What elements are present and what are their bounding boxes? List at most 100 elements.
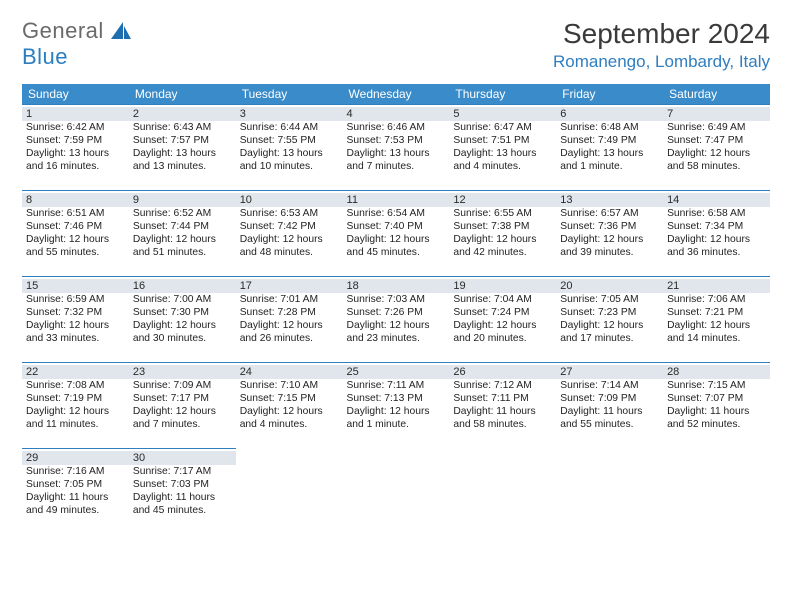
day-details: Sunrise: 7:10 AMSunset: 7:15 PMDaylight:…: [240, 380, 339, 431]
day-number: 22: [22, 365, 129, 379]
day-cell: 14Sunrise: 6:58 AMSunset: 7:34 PMDayligh…: [663, 191, 770, 277]
day-details: Sunrise: 7:11 AMSunset: 7:13 PMDaylight:…: [347, 380, 446, 431]
day-details: Sunrise: 6:42 AMSunset: 7:59 PMDaylight:…: [26, 122, 125, 173]
logo-word-general: General: [22, 18, 104, 43]
day-details: Sunrise: 7:05 AMSunset: 7:23 PMDaylight:…: [560, 294, 659, 345]
day-number: 21: [663, 279, 770, 293]
day-cell: 6Sunrise: 6:48 AMSunset: 7:49 PMDaylight…: [556, 105, 663, 191]
day-cell: 30Sunrise: 7:17 AMSunset: 7:03 PMDayligh…: [129, 449, 236, 535]
location-text: Romanengo, Lombardy, Italy: [553, 52, 770, 72]
day-number: 27: [556, 365, 663, 379]
calendar-body: 1Sunrise: 6:42 AMSunset: 7:59 PMDaylight…: [22, 105, 770, 535]
day-details: Sunrise: 6:54 AMSunset: 7:40 PMDaylight:…: [347, 208, 446, 259]
day-number: 10: [236, 193, 343, 207]
day-number: 24: [236, 365, 343, 379]
day-cell: 1Sunrise: 6:42 AMSunset: 7:59 PMDaylight…: [22, 105, 129, 191]
day-header: Friday: [556, 84, 663, 105]
day-cell: 26Sunrise: 7:12 AMSunset: 7:11 PMDayligh…: [449, 363, 556, 449]
day-details: Sunrise: 7:01 AMSunset: 7:28 PMDaylight:…: [240, 294, 339, 345]
day-cell: [449, 449, 556, 535]
day-cell: 4Sunrise: 6:46 AMSunset: 7:53 PMDaylight…: [343, 105, 450, 191]
logo-word-blue: Blue: [22, 44, 68, 69]
day-details: Sunrise: 7:17 AMSunset: 7:03 PMDaylight:…: [133, 466, 232, 517]
day-cell: 11Sunrise: 6:54 AMSunset: 7:40 PMDayligh…: [343, 191, 450, 277]
day-number: 13: [556, 193, 663, 207]
day-details: Sunrise: 6:49 AMSunset: 7:47 PMDaylight:…: [667, 122, 766, 173]
day-details: Sunrise: 7:15 AMSunset: 7:07 PMDaylight:…: [667, 380, 766, 431]
day-number: 26: [449, 365, 556, 379]
day-details: Sunrise: 6:47 AMSunset: 7:51 PMDaylight:…: [453, 122, 552, 173]
day-number: 25: [343, 365, 450, 379]
day-details: Sunrise: 6:59 AMSunset: 7:32 PMDaylight:…: [26, 294, 125, 345]
day-details: Sunrise: 6:58 AMSunset: 7:34 PMDaylight:…: [667, 208, 766, 259]
day-cell: 20Sunrise: 7:05 AMSunset: 7:23 PMDayligh…: [556, 277, 663, 363]
day-number: 18: [343, 279, 450, 293]
day-cell: 17Sunrise: 7:01 AMSunset: 7:28 PMDayligh…: [236, 277, 343, 363]
week-row: 8Sunrise: 6:51 AMSunset: 7:46 PMDaylight…: [22, 191, 770, 277]
day-cell: 8Sunrise: 6:51 AMSunset: 7:46 PMDaylight…: [22, 191, 129, 277]
day-details: Sunrise: 6:51 AMSunset: 7:46 PMDaylight:…: [26, 208, 125, 259]
day-cell: 3Sunrise: 6:44 AMSunset: 7:55 PMDaylight…: [236, 105, 343, 191]
day-details: Sunrise: 7:00 AMSunset: 7:30 PMDaylight:…: [133, 294, 232, 345]
day-cell: 23Sunrise: 7:09 AMSunset: 7:17 PMDayligh…: [129, 363, 236, 449]
day-cell: 7Sunrise: 6:49 AMSunset: 7:47 PMDaylight…: [663, 105, 770, 191]
day-number: 5: [449, 107, 556, 121]
day-header: Wednesday: [343, 84, 450, 105]
day-cell: 10Sunrise: 6:53 AMSunset: 7:42 PMDayligh…: [236, 191, 343, 277]
day-cell: 25Sunrise: 7:11 AMSunset: 7:13 PMDayligh…: [343, 363, 450, 449]
day-number: 14: [663, 193, 770, 207]
day-cell: 13Sunrise: 6:57 AMSunset: 7:36 PMDayligh…: [556, 191, 663, 277]
day-number: 8: [22, 193, 129, 207]
week-row: 1Sunrise: 6:42 AMSunset: 7:59 PMDaylight…: [22, 105, 770, 191]
day-details: Sunrise: 6:43 AMSunset: 7:57 PMDaylight:…: [133, 122, 232, 173]
page-header: General Blue September 2024 Romanengo, L…: [22, 18, 770, 72]
day-details: Sunrise: 6:53 AMSunset: 7:42 PMDaylight:…: [240, 208, 339, 259]
day-cell: 22Sunrise: 7:08 AMSunset: 7:19 PMDayligh…: [22, 363, 129, 449]
day-number: 16: [129, 279, 236, 293]
day-number: 19: [449, 279, 556, 293]
day-cell: [236, 449, 343, 535]
day-number: 15: [22, 279, 129, 293]
day-number: 23: [129, 365, 236, 379]
day-header: Tuesday: [236, 84, 343, 105]
day-details: Sunrise: 7:03 AMSunset: 7:26 PMDaylight:…: [347, 294, 446, 345]
day-number: 4: [343, 107, 450, 121]
day-header: Sunday: [22, 84, 129, 105]
day-cell: 9Sunrise: 6:52 AMSunset: 7:44 PMDaylight…: [129, 191, 236, 277]
title-block: September 2024 Romanengo, Lombardy, Ital…: [553, 18, 770, 72]
month-title: September 2024: [553, 18, 770, 50]
day-details: Sunrise: 6:46 AMSunset: 7:53 PMDaylight:…: [347, 122, 446, 173]
day-header-row: SundayMondayTuesdayWednesdayThursdayFrid…: [22, 84, 770, 105]
day-details: Sunrise: 6:48 AMSunset: 7:49 PMDaylight:…: [560, 122, 659, 173]
week-row: 29Sunrise: 7:16 AMSunset: 7:05 PMDayligh…: [22, 449, 770, 535]
day-cell: 5Sunrise: 6:47 AMSunset: 7:51 PMDaylight…: [449, 105, 556, 191]
day-cell: 21Sunrise: 7:06 AMSunset: 7:21 PMDayligh…: [663, 277, 770, 363]
day-cell: [343, 449, 450, 535]
week-row: 22Sunrise: 7:08 AMSunset: 7:19 PMDayligh…: [22, 363, 770, 449]
logo: General Blue: [22, 18, 131, 70]
day-cell: 15Sunrise: 6:59 AMSunset: 7:32 PMDayligh…: [22, 277, 129, 363]
day-number: 28: [663, 365, 770, 379]
day-number: 7: [663, 107, 770, 121]
logo-sail-icon: [111, 22, 131, 40]
day-number: 11: [343, 193, 450, 207]
day-number: 29: [22, 451, 129, 465]
day-details: Sunrise: 7:06 AMSunset: 7:21 PMDaylight:…: [667, 294, 766, 345]
day-header: Monday: [129, 84, 236, 105]
calendar-table: SundayMondayTuesdayWednesdayThursdayFrid…: [22, 84, 770, 535]
logo-text: General Blue: [22, 18, 131, 70]
day-details: Sunrise: 6:52 AMSunset: 7:44 PMDaylight:…: [133, 208, 232, 259]
day-number: 3: [236, 107, 343, 121]
day-cell: 2Sunrise: 6:43 AMSunset: 7:57 PMDaylight…: [129, 105, 236, 191]
day-details: Sunrise: 7:08 AMSunset: 7:19 PMDaylight:…: [26, 380, 125, 431]
day-cell: 29Sunrise: 7:16 AMSunset: 7:05 PMDayligh…: [22, 449, 129, 535]
day-number: 6: [556, 107, 663, 121]
day-cell: [663, 449, 770, 535]
day-details: Sunrise: 7:04 AMSunset: 7:24 PMDaylight:…: [453, 294, 552, 345]
day-details: Sunrise: 6:57 AMSunset: 7:36 PMDaylight:…: [560, 208, 659, 259]
day-number: 17: [236, 279, 343, 293]
week-row: 15Sunrise: 6:59 AMSunset: 7:32 PMDayligh…: [22, 277, 770, 363]
day-details: Sunrise: 7:14 AMSunset: 7:09 PMDaylight:…: [560, 380, 659, 431]
day-details: Sunrise: 7:12 AMSunset: 7:11 PMDaylight:…: [453, 380, 552, 431]
day-number: 20: [556, 279, 663, 293]
